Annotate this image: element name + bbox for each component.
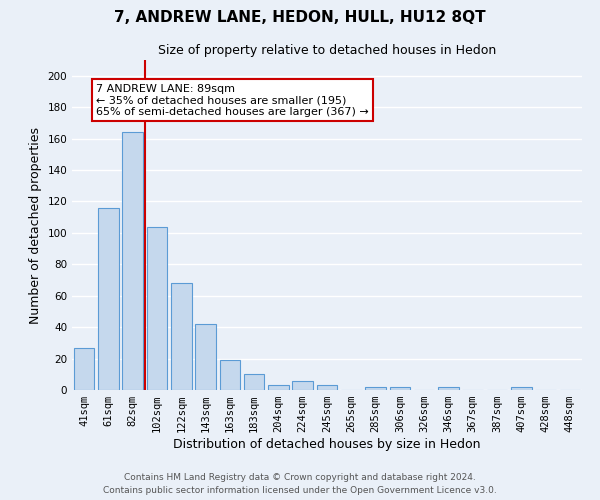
Text: Contains HM Land Registry data © Crown copyright and database right 2024.
Contai: Contains HM Land Registry data © Crown c… bbox=[103, 474, 497, 495]
Bar bbox=[146, 226, 167, 390]
Bar bbox=[317, 386, 337, 390]
Bar bbox=[74, 348, 94, 390]
Bar bbox=[268, 386, 289, 390]
Bar bbox=[292, 380, 313, 390]
Bar bbox=[171, 283, 191, 390]
Bar bbox=[244, 374, 265, 390]
Bar bbox=[365, 387, 386, 390]
Bar bbox=[98, 208, 119, 390]
Text: 7, ANDREW LANE, HEDON, HULL, HU12 8QT: 7, ANDREW LANE, HEDON, HULL, HU12 8QT bbox=[114, 10, 486, 25]
Title: Size of property relative to detached houses in Hedon: Size of property relative to detached ho… bbox=[158, 44, 496, 58]
Bar bbox=[511, 387, 532, 390]
Bar bbox=[122, 132, 143, 390]
Bar bbox=[220, 360, 240, 390]
Y-axis label: Number of detached properties: Number of detached properties bbox=[29, 126, 42, 324]
Bar bbox=[195, 324, 216, 390]
X-axis label: Distribution of detached houses by size in Hedon: Distribution of detached houses by size … bbox=[173, 438, 481, 451]
Text: 7 ANDREW LANE: 89sqm
← 35% of detached houses are smaller (195)
65% of semi-deta: 7 ANDREW LANE: 89sqm ← 35% of detached h… bbox=[96, 84, 369, 117]
Bar bbox=[438, 387, 459, 390]
Bar bbox=[389, 387, 410, 390]
